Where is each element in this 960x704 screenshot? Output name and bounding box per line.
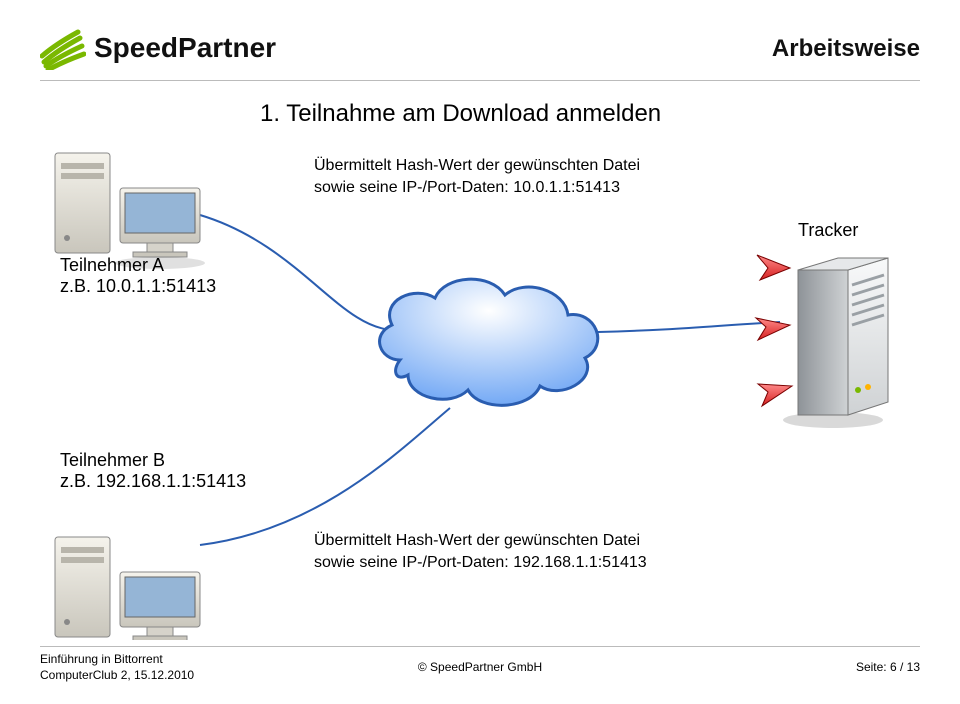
page-title: Arbeitsweise (772, 35, 920, 63)
computer-a-icon (55, 153, 205, 269)
tracker-server-icon (783, 258, 888, 428)
desc-b-line1: Übermittelt Hash-Wert der gewünschten Da… (314, 530, 647, 552)
footer-center: © SpeedPartner GmbH (40, 660, 920, 674)
arrow-bottom (758, 384, 792, 406)
logo-text: SpeedPartner (94, 32, 276, 64)
connector-tracker (598, 322, 780, 332)
footer-right: Seite: 6 / 13 (856, 660, 920, 674)
arrow-top (757, 255, 790, 280)
arrow-middle (756, 318, 790, 340)
connector-b (200, 408, 450, 545)
computer-b-icon (55, 537, 205, 640)
header: SpeedPartner Arbeitsweise (0, 20, 960, 80)
connector-a (200, 215, 395, 330)
logo: SpeedPartner (40, 26, 276, 70)
cloud-icon (380, 279, 598, 405)
logo-swoosh-icon (40, 26, 86, 70)
diagram: 1. Teilnahme am Download anmelden Übermi… (0, 100, 960, 644)
desc-b: Übermittelt Hash-Wert der gewünschten Da… (314, 530, 647, 573)
footer-divider (40, 646, 920, 647)
header-divider (40, 80, 920, 81)
footer: Einführung in Bittorrent ComputerClub 2,… (40, 646, 920, 686)
desc-b-line2: sowie seine IP-/Port-Daten: 192.168.1.1:… (314, 552, 647, 574)
